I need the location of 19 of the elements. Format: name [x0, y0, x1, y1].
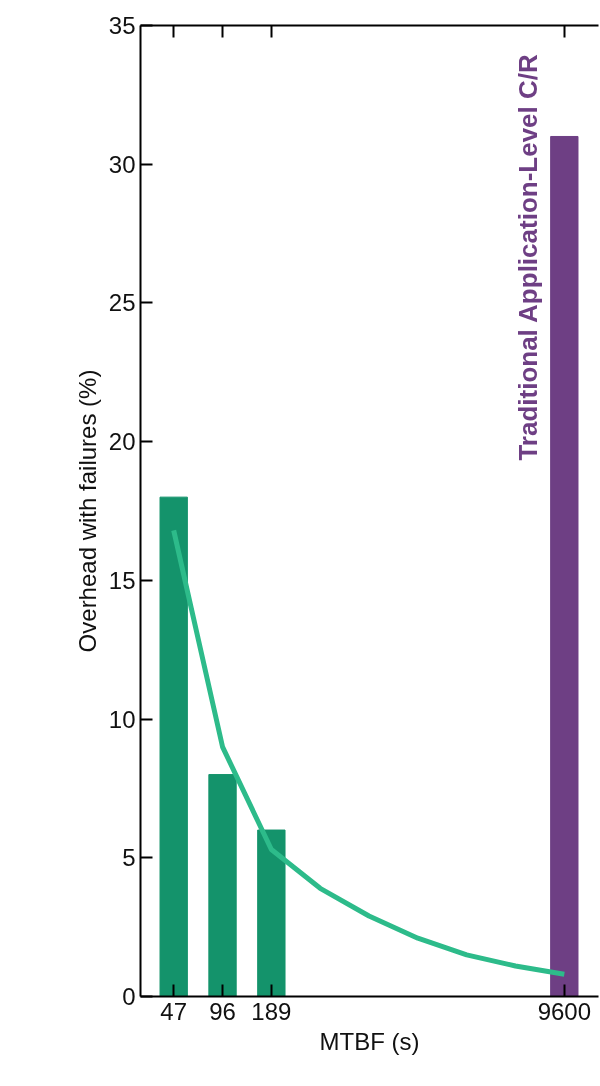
x-tick-label: 47 [160, 997, 188, 1025]
y-axis-title: Overhead with failures (%) [73, 369, 101, 653]
x-tick-label: 189 [251, 997, 292, 1025]
bar [257, 829, 286, 997]
bar [550, 135, 579, 997]
y-tick-label: 5 [122, 844, 136, 872]
x-tick-label: 9600 [537, 997, 592, 1025]
y-tick-label: 15 [108, 566, 136, 594]
bar [159, 496, 188, 997]
y-tick-label: 10 [108, 705, 136, 733]
x-tick-label: 96 [209, 997, 236, 1025]
y-tick-label: 30 [108, 150, 136, 178]
y-tick-label: 0 [122, 983, 136, 1010]
y-tick-label: 20 [108, 428, 136, 456]
x-axis-title: MTBF (s) [319, 1027, 420, 1055]
bar [208, 774, 237, 997]
text: Traditional Application-Level C/R [512, 53, 543, 461]
y-tick-label: 35 [108, 12, 136, 39]
y-tick-label: 25 [108, 289, 136, 317]
